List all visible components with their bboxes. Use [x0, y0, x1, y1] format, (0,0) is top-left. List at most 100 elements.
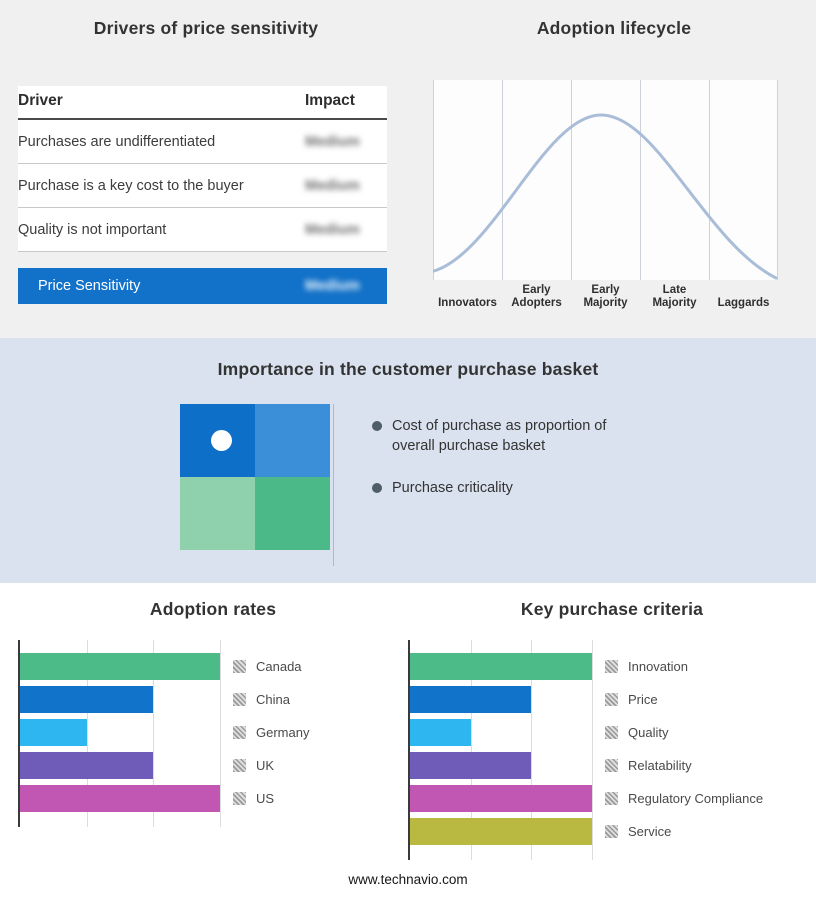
impact-column-header: Impact	[305, 92, 355, 109]
gridline	[592, 640, 593, 860]
legend-item-relatability: Relatability	[605, 749, 763, 782]
stage-label: Early Majority	[583, 284, 628, 309]
gridline	[531, 640, 533, 860]
legend: Innovation Price Quality Relatability Regula…	[605, 640, 763, 860]
bar-row-innovation	[410, 650, 592, 683]
legend-item-china: China	[233, 683, 309, 716]
gridline	[470, 640, 472, 860]
bar-uk	[20, 752, 154, 779]
lifecycle-chart: Innovators Early Adopters Early Majority La…	[432, 80, 778, 310]
hatch-swatch-icon	[605, 726, 618, 739]
quadrant-axis-line	[333, 404, 334, 566]
bar-row-us	[20, 782, 220, 815]
adoption-rates-plot	[18, 640, 221, 827]
bar-row-china	[20, 683, 220, 716]
bullet-item: Cost of purchase as proportion of overal…	[372, 416, 652, 456]
adoption-rates-chart: Canada China Germany UK US	[18, 640, 408, 827]
lifecycle-panel: Adoption lifecycle	[412, 0, 816, 338]
price-sensitivity-row: Price Sensitivity Medium	[18, 268, 387, 304]
bar-row-price	[410, 683, 592, 716]
footer-url: www.technavio.com	[348, 872, 468, 887]
bullet-text: Cost of purchase as proportion of overal…	[392, 418, 607, 454]
hatch-swatch-icon	[605, 759, 618, 772]
bar-price	[410, 686, 532, 713]
drivers-title: Drivers of price sensitivity	[93, 18, 319, 38]
quadrant-bottom-left	[180, 477, 255, 550]
importance-bullets: Cost of purchase as proportion of overal…	[372, 416, 652, 550]
impact-value: Medium	[305, 177, 360, 194]
legend-item-regulatory-compliance: Regulatory Compliance	[605, 782, 763, 815]
stage-label: Laggards	[717, 297, 770, 309]
driver-label: Purchase is a key cost to the buyer	[18, 177, 244, 194]
stage-label: Innovators	[438, 297, 497, 309]
hatch-swatch-icon	[605, 825, 618, 838]
bullet-item: Purchase criticality	[372, 478, 652, 498]
legend-item-germany: Germany	[233, 716, 309, 749]
bell-curve-line	[432, 113, 778, 280]
bullet-text: Purchase criticality	[392, 480, 513, 496]
drivers-table-rows: Purchases are undifferentiated Medium Purc…	[18, 120, 387, 252]
driver-row: Quality is not important Medium	[18, 208, 387, 252]
bar-row-relatability	[410, 749, 592, 782]
drivers-table: Driver Impact Purchases are undifferenti…	[18, 86, 387, 304]
hatch-swatch-icon	[605, 792, 618, 805]
bottom-charts: Adoption rates Canada China Germany UK US Ke…	[0, 583, 816, 860]
bar-germany	[20, 719, 87, 746]
lifecycle-plot	[432, 80, 778, 280]
driver-label: Purchases are undifferentiated	[18, 133, 216, 150]
legend-label: Germany	[256, 725, 310, 740]
legend-item-us: US	[233, 782, 309, 815]
legend-label: Innovation	[628, 659, 688, 674]
gridline	[220, 640, 221, 827]
driver-label: Quality is not important	[18, 221, 167, 238]
legend-label: Quality	[628, 725, 669, 740]
legend-item-uk: UK	[233, 749, 309, 782]
bar-innovation	[410, 653, 592, 680]
hatch-swatch-icon	[233, 792, 246, 805]
legend-label: Relatability	[628, 758, 692, 773]
quadrant-top-right	[255, 404, 330, 477]
legend-item-canada: Canada	[233, 650, 309, 683]
bars	[410, 650, 592, 848]
driver-row: Purchases are undifferentiated Medium	[18, 120, 387, 164]
bar-row-quality	[410, 716, 592, 749]
adoption-rates-panel: Adoption rates Canada China Germany UK US	[18, 583, 408, 860]
gridline	[153, 640, 155, 827]
quadrant-grid	[180, 404, 330, 550]
impact-value: Medium	[305, 133, 360, 150]
price-sensitivity-label: Price Sensitivity	[38, 278, 141, 294]
legend: Canada China Germany UK US	[233, 640, 309, 827]
drivers-panel: Drivers of price sensitivity Driver Impa…	[0, 0, 412, 338]
bar-regulatory-compliance	[410, 785, 592, 812]
bullet-icon	[372, 421, 382, 431]
driver-row: Purchase is a key cost to the buyer Mediu…	[18, 164, 387, 208]
bar-quality	[410, 719, 471, 746]
quadrant-top-left	[180, 404, 255, 477]
bar-row-germany	[20, 716, 220, 749]
bar-row-uk	[20, 749, 220, 782]
bar-canada	[20, 653, 220, 680]
legend-label: Canada	[256, 659, 302, 674]
importance-content: Cost of purchase as proportion of overal…	[0, 404, 816, 566]
legend-label: Service	[628, 824, 672, 839]
legend-label: UK	[256, 758, 275, 773]
hatch-swatch-icon	[605, 660, 618, 673]
lifecycle-title: Adoption lifecycle	[536, 18, 692, 38]
charts-section: Adoption rates Canada China Germany UK US Ke…	[0, 583, 816, 902]
top-section: Drivers of price sensitivity Driver Impa…	[0, 0, 816, 338]
bar-service	[410, 818, 592, 845]
key-criteria-chart: Innovation Price Quality Relatability Regula…	[408, 640, 816, 860]
drivers-table-header: Driver Impact	[18, 86, 387, 120]
legend-item-price: Price	[605, 683, 763, 716]
key-criteria-title: Key purchase criteria	[520, 599, 704, 619]
price-sensitivity-impact-value: Medium	[305, 278, 360, 294]
hatch-swatch-icon	[233, 693, 246, 706]
bell-curve-svg	[432, 80, 778, 280]
legend-label: Price	[628, 692, 658, 707]
stage-label: Early Adopters	[511, 284, 562, 309]
bar-relatability	[410, 752, 532, 779]
legend-item-innovation: Innovation	[605, 650, 763, 683]
hatch-swatch-icon	[233, 759, 246, 772]
bar-row-regulatory-compliance	[410, 782, 592, 815]
